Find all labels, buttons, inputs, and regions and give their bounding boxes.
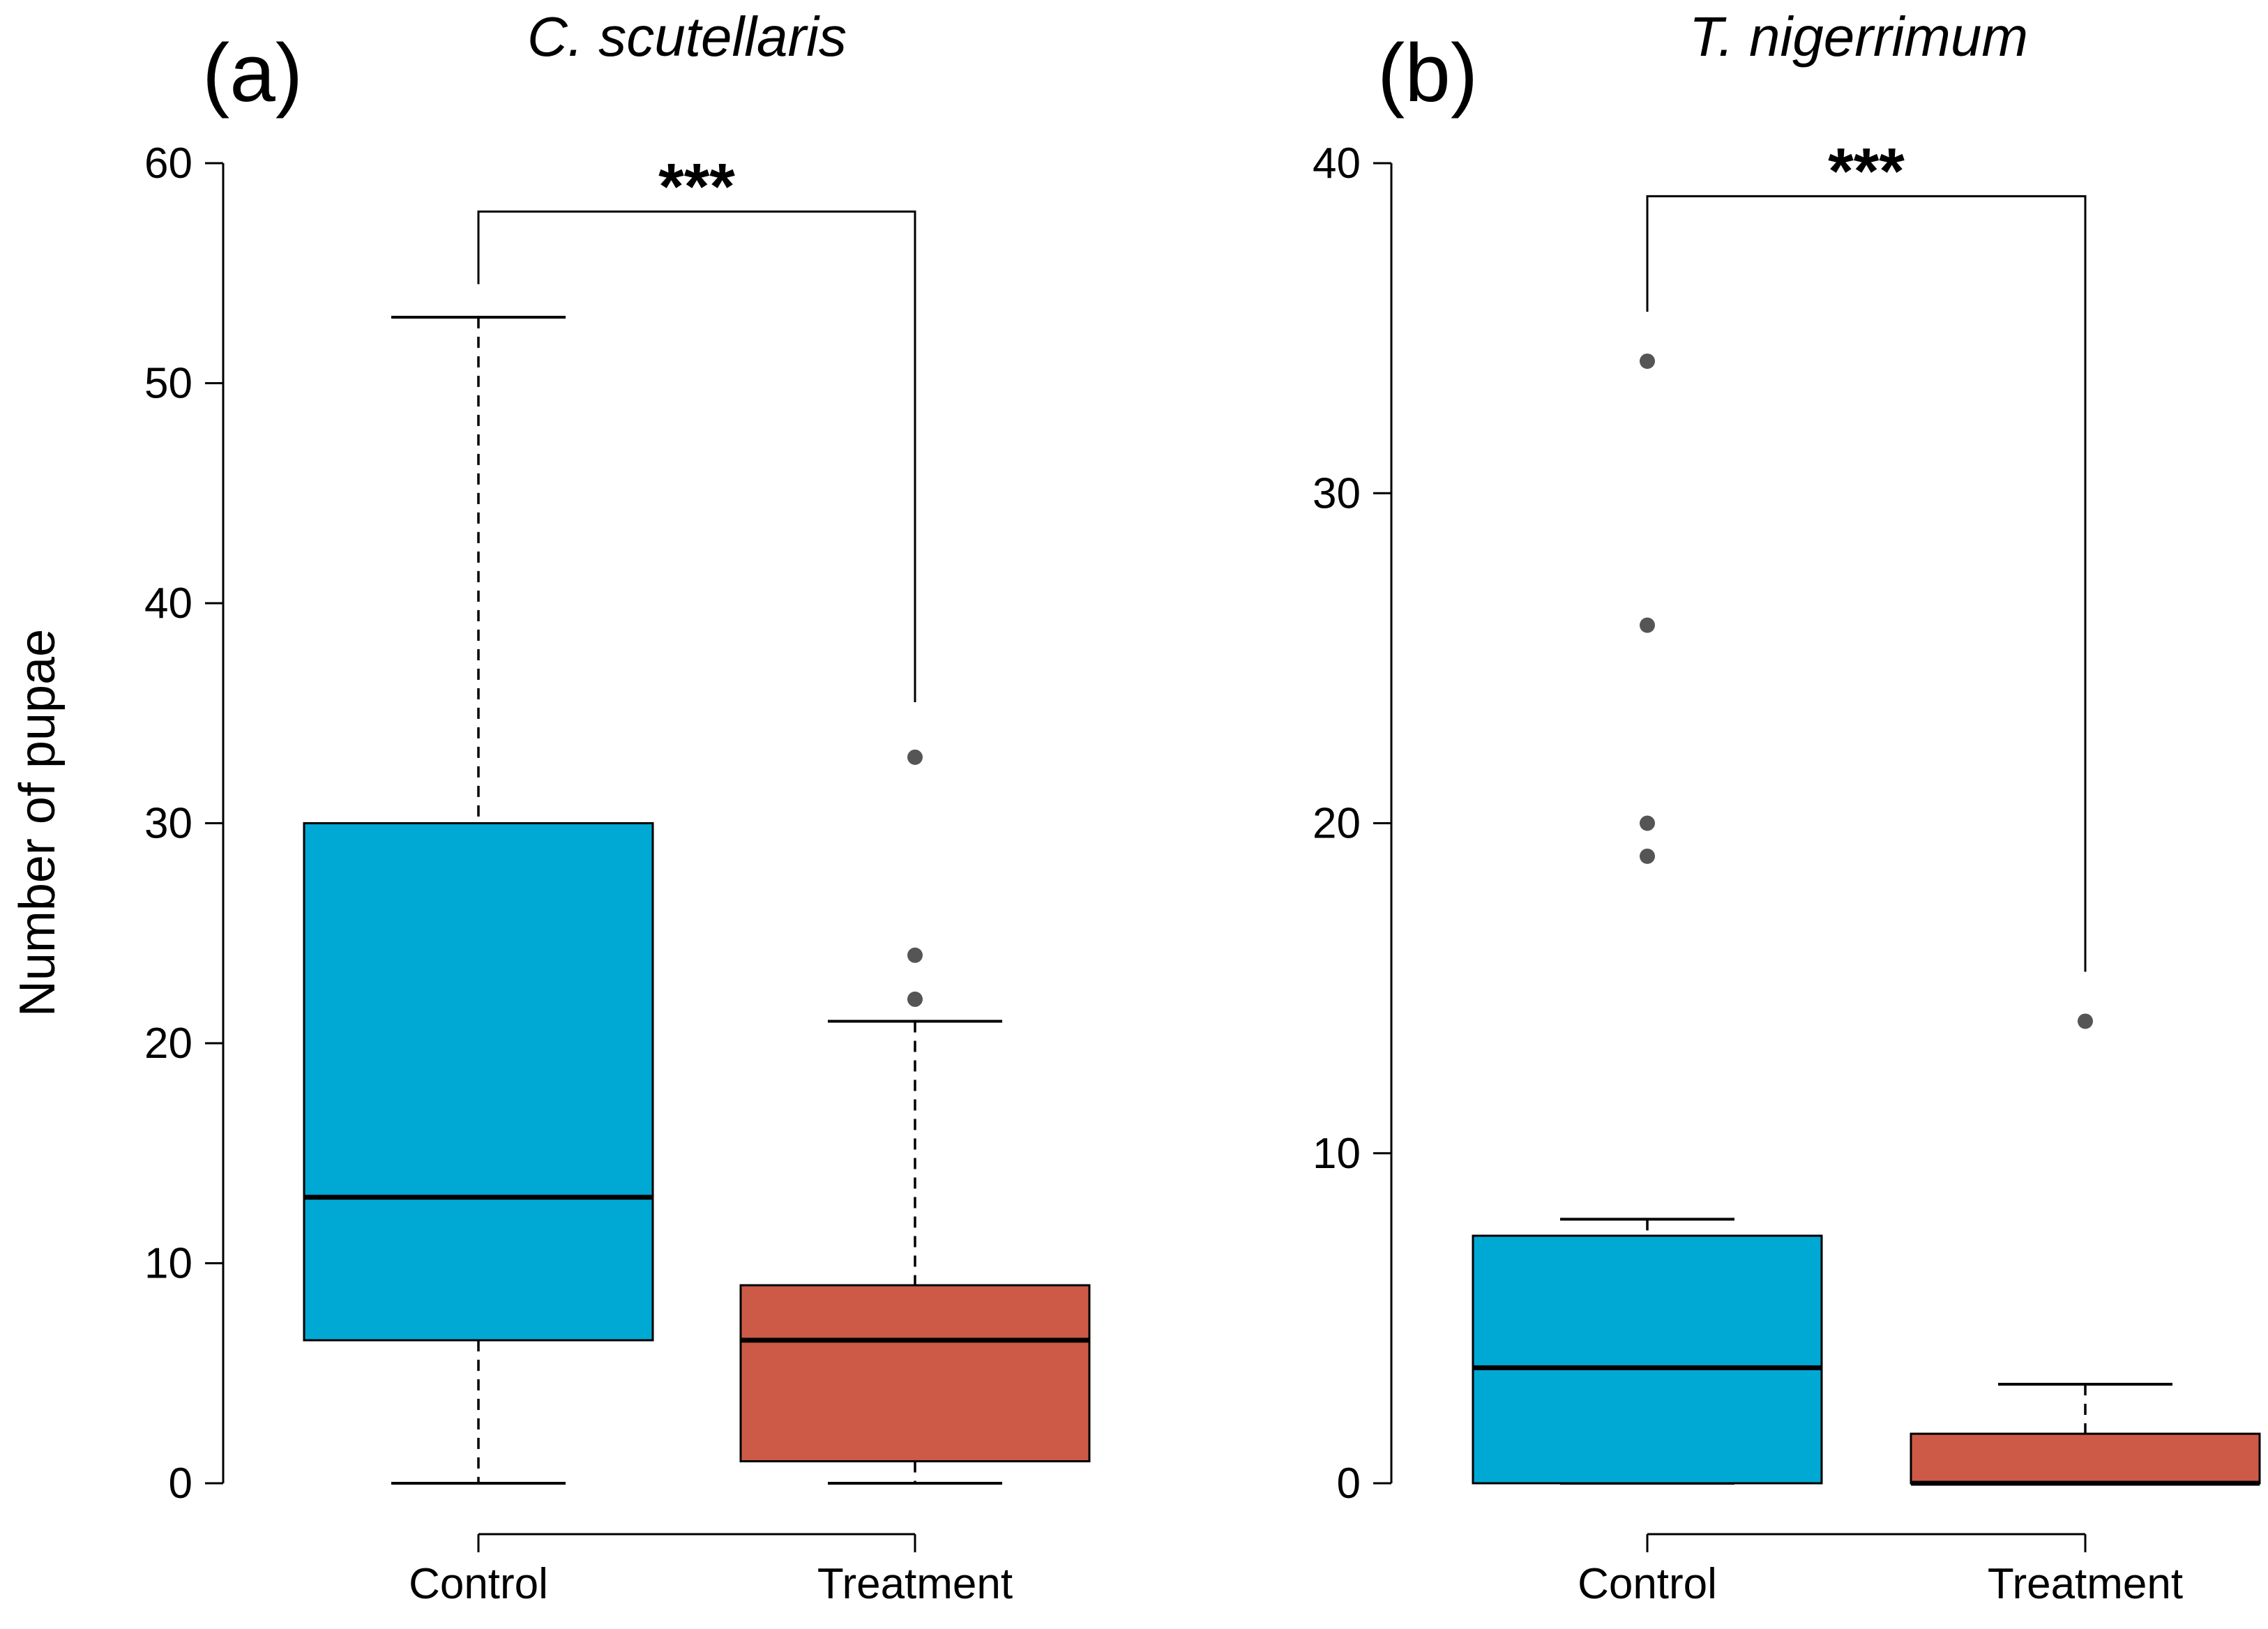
x-tick-label: Treatment [817, 1560, 1013, 1608]
y-tick-label: 0 [1337, 1460, 1361, 1508]
x-tick-label: Control [1578, 1560, 1717, 1608]
box-iqr [303, 822, 654, 1342]
significance-label: *** [1828, 134, 1905, 207]
box-iqr [739, 1284, 1091, 1462]
box-treatment [1910, 1013, 2261, 1486]
y-tick-label: 10 [144, 1240, 192, 1288]
panel-a: (a) C. scutellaris 0 10 20 30 40 50 60 Control Tre… [144, 6, 1091, 1608]
y-tick-label: 50 [144, 360, 192, 408]
outlier-point [907, 991, 923, 1007]
significance-bracket [1646, 195, 2087, 972]
significance-label: *** [658, 149, 735, 222]
outlier-point [1640, 848, 1655, 864]
outlier-point [1640, 617, 1655, 633]
y-tick-label: 20 [1313, 800, 1361, 848]
outlier-point [1640, 353, 1655, 369]
y-tick-label: 30 [144, 800, 192, 848]
y-tick-label: 30 [1313, 469, 1361, 517]
y-tick-label: 60 [144, 139, 192, 188]
x-tick-label: Treatment [1988, 1560, 2183, 1608]
box-iqr [1472, 1234, 1823, 1485]
x-tick-label: Control [409, 1560, 548, 1608]
y-tick-label: 40 [144, 579, 192, 628]
panel-title: C. scutellaris [527, 6, 847, 68]
y-tick-label: 10 [1313, 1130, 1361, 1178]
outlier-point [2078, 1013, 2093, 1029]
outlier-point [907, 947, 923, 963]
y-tick-label: 0 [169, 1460, 192, 1508]
box-control [1472, 353, 1823, 1485]
outlier-point [907, 749, 923, 765]
panel-label: (a) [202, 27, 303, 119]
outlier-point [1640, 815, 1655, 831]
box-treatment [739, 749, 1091, 1485]
y-tick-label: 20 [144, 1020, 192, 1068]
y-tick-label: 40 [1313, 139, 1361, 188]
panel-title: T. nigerrimum [1689, 6, 2028, 68]
box-control [303, 315, 654, 1485]
y-axis-label: Number of pupae [10, 629, 66, 1017]
panel-b: (b) T. nigerrimum 0 10 20 30 40 Control Treatmen… [1313, 6, 2261, 1608]
box-iqr [1910, 1432, 2261, 1485]
panel-label: (b) [1377, 27, 1478, 119]
significance-bracket [477, 210, 916, 702]
